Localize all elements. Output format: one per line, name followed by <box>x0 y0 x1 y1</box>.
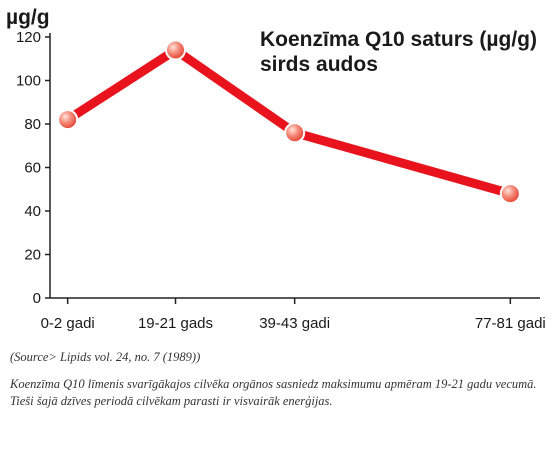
y-tick-label: 60 <box>24 160 41 177</box>
y-tick-label: 20 <box>24 247 41 264</box>
y-axis-unit-label: µg/g <box>6 6 50 29</box>
y-tick-label: 40 <box>24 203 41 220</box>
chart-title-line-2: sirds audos <box>260 53 378 76</box>
x-axis-ticks: 0-2 gadi 19-21 gads 39-43 gadi 77-81 gadi <box>41 298 546 332</box>
data-series <box>57 39 521 205</box>
x-category-label: 19-21 gads <box>138 315 213 332</box>
source-citation: (Source> Lipids vol. 24, no. 7 (1989)) <box>10 350 201 364</box>
series-line <box>63 45 515 199</box>
data-point <box>165 39 186 61</box>
y-axis-ticks: 0 20 40 60 80 100 120 <box>16 29 50 307</box>
chart-title-line-1: Koenzīma Q10 saturs (µg/g) <box>260 28 537 51</box>
x-category-label: 39-43 gadi <box>259 315 330 332</box>
x-category-label: 0-2 gadi <box>41 315 95 332</box>
line-chart: µg/g Koenzīma Q10 saturs (µg/g) sirds au… <box>6 6 546 332</box>
y-tick-label: 100 <box>16 73 41 90</box>
y-tick-label: 120 <box>16 29 41 46</box>
chart-caption: Koenzīma Q10 līmenis svarīgākajos cilvēk… <box>10 377 537 408</box>
data-point <box>57 109 79 131</box>
data-point <box>284 122 306 144</box>
y-tick-label: 0 <box>33 290 41 307</box>
data-point <box>499 183 521 205</box>
x-category-label: 77-81 gadi <box>475 315 546 332</box>
y-tick-label: 80 <box>24 116 41 133</box>
